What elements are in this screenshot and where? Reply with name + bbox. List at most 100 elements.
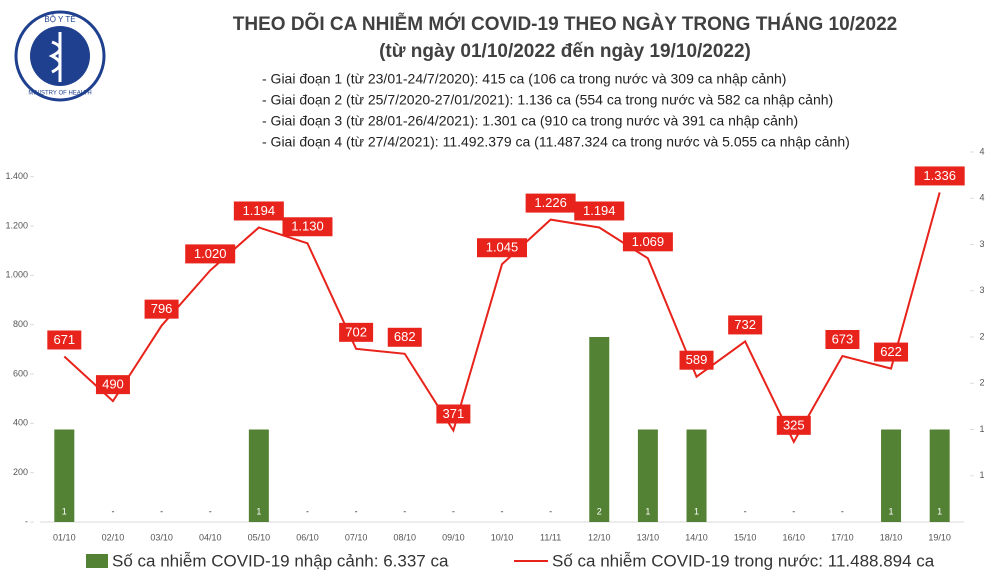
bar-label: - (355, 506, 358, 516)
y2-tick-label: 4 (979, 193, 984, 203)
value-label-box (679, 350, 714, 370)
x-tick-label: 13/10 (637, 532, 660, 542)
bar-label: 1 (937, 506, 942, 516)
bar (248, 429, 269, 522)
bar (929, 429, 950, 522)
bar-label: 2 (597, 506, 602, 516)
y-tick-label: 1.000 (5, 270, 28, 280)
bar-label: - (501, 506, 504, 516)
bar-label: - (306, 506, 309, 516)
bar (54, 429, 75, 522)
value-label: 1.020 (194, 246, 227, 261)
x-tick-label: 01/10 (53, 532, 76, 542)
logo: BỘ Y TẾ MINISTRY OF HEALTH (14, 10, 106, 102)
value-label-box (387, 327, 422, 347)
bar-label: 1 (256, 506, 261, 516)
x-tick-label: 14/10 (685, 532, 708, 542)
value-label: 1.226 (534, 195, 567, 210)
value-label: 702 (345, 324, 367, 339)
bar-label: - (111, 506, 114, 516)
value-label-box (914, 166, 965, 186)
value-label-box (436, 404, 471, 424)
legend-label: Số ca nhiễm COVID-19 trong nước: 11.488.… (552, 551, 935, 570)
x-tick-label: 18/10 (880, 532, 903, 542)
value-label: 1.194 (583, 203, 616, 218)
value-label-box (574, 201, 625, 221)
y-tick-label: 800 (13, 319, 28, 329)
y-tick-label: 600 (13, 368, 28, 378)
x-tick-label: 04/10 (199, 532, 222, 542)
line (63, 192, 941, 444)
legend-label: Số ca nhiễm COVID-19 nhập cảnh: 6.337 ca (112, 551, 449, 570)
logo-text: BỘ Y TẾ (44, 14, 75, 24)
bar-label: 1 (694, 506, 699, 516)
y2-tick-label: 1 (979, 424, 984, 434)
bar-label: 1 (645, 506, 650, 516)
y2-tick-label: 4 (979, 146, 984, 156)
value-label: 796 (151, 301, 173, 316)
value-label: 1.130 (291, 219, 324, 234)
y-tick-label: 400 (13, 418, 28, 428)
value-label-box (339, 322, 374, 342)
bar-label: - (452, 506, 455, 516)
value-label-box (233, 201, 284, 221)
x-tick-label: 10/10 (491, 532, 514, 542)
y-tick-label: - (25, 516, 28, 526)
x-tick-label: 08/10 (393, 532, 416, 542)
value-label: 490 (102, 377, 124, 392)
bar-label: - (744, 506, 747, 516)
y-tick-label: 1.200 (5, 220, 28, 230)
chart-title: THEO DÕI CA NHIỄM MỚI COVID-19 THEO NGÀY… (233, 13, 897, 35)
value-label: 622 (880, 344, 902, 359)
bar-label: - (403, 506, 406, 516)
bar (589, 337, 610, 522)
bar (881, 429, 902, 522)
value-label-box (874, 342, 909, 362)
value-label: 673 (832, 331, 854, 346)
value-label-box (776, 415, 811, 435)
value-label: 732 (734, 317, 756, 332)
x-tick-label: 07/10 (345, 532, 368, 542)
bar-label: - (209, 506, 212, 516)
annotation: - Giai đoạn 2 (từ 25/7/2020-27/01/2021):… (262, 92, 833, 108)
bar-label: - (792, 506, 795, 516)
value-label-box (622, 232, 673, 252)
x-tick-label: 17/10 (831, 532, 854, 542)
x-tick-label: 05/10 (248, 532, 271, 542)
y2-tick-label: 1 (979, 470, 984, 480)
value-label-box (144, 299, 179, 319)
x-tick-label: 02/10 (102, 532, 125, 542)
x-tick-label: 11/11 (540, 532, 561, 542)
value-label-box (95, 375, 130, 395)
value-label-box (47, 330, 82, 350)
y2-tick-label: 3 (979, 285, 984, 295)
bar-label: 1 (889, 506, 894, 516)
x-tick-label: 09/10 (442, 532, 465, 542)
y2-tick-label: 3 (979, 239, 984, 249)
logo-text: MINISTRY OF HEALTH (28, 91, 91, 97)
legend-swatch (86, 554, 108, 568)
logo-symbol (48, 32, 62, 82)
bar (686, 429, 707, 522)
value-label: 589 (686, 352, 708, 367)
value-label-box (525, 193, 576, 213)
value-label-box (728, 315, 763, 335)
x-tick-label: 03/10 (150, 532, 173, 542)
value-label: 1.336 (923, 168, 956, 183)
y-tick-label: 200 (13, 467, 28, 477)
value-label: 371 (443, 406, 465, 421)
value-label: 1.045 (486, 240, 519, 255)
value-label-box (825, 329, 860, 349)
value-label: 1.194 (243, 203, 276, 218)
value-label: 682 (394, 329, 416, 344)
value-label-box (185, 244, 236, 264)
annotation: - Giai đoạn 1 (từ 23/01-24/7/2020): 415 … (262, 71, 786, 87)
bar (637, 429, 658, 522)
y2-tick-label: 2 (979, 331, 984, 341)
chart-subtitle: (từ ngày 01/10/2022 đến ngày 19/10/2022) (379, 41, 751, 62)
value-label-box (282, 217, 333, 237)
annotation: - Giai đoạn 3 (từ 28/01-26/4/2021): 1.30… (262, 113, 798, 129)
value-label: 325 (783, 417, 805, 432)
bar-label: - (160, 506, 163, 516)
